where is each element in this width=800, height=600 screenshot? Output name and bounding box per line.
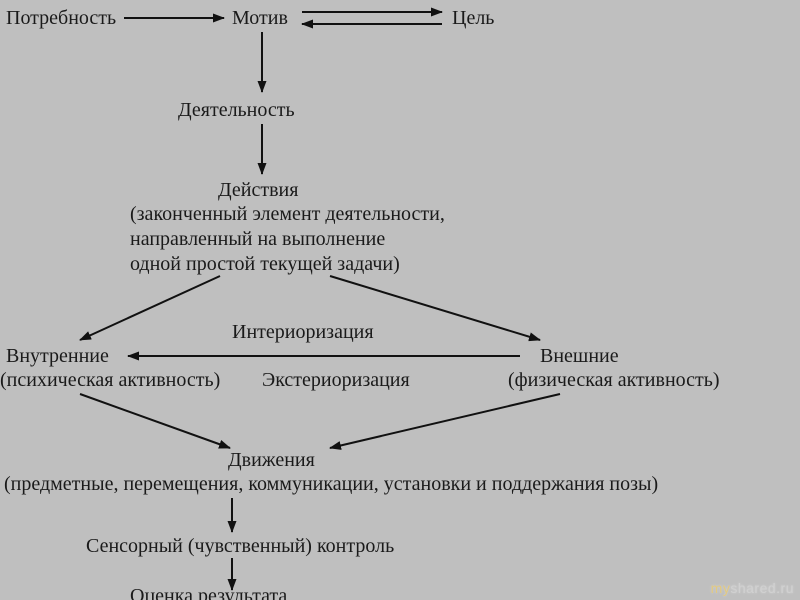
- node-interiorization: Интериоризация: [232, 320, 374, 345]
- node-internal-title: Внутренние: [6, 344, 109, 369]
- node-external-desc: (физическая активность): [508, 368, 720, 393]
- edge-actions-to-internal: [80, 276, 220, 340]
- node-exteriorization: Экстериоризация: [262, 368, 410, 393]
- node-activity: Деятельность: [178, 98, 295, 123]
- node-sensory: Сенсорный (чувственный) контроль: [86, 534, 394, 559]
- edge-external-to-movements: [330, 394, 560, 448]
- node-movements-title: Движения: [228, 448, 315, 473]
- node-goal: Цель: [452, 6, 494, 31]
- node-actions-title: Действия: [218, 178, 298, 203]
- node-evaluation: Оценка результата: [130, 584, 287, 600]
- node-actions-desc: (законченный элемент деятельности, напра…: [130, 202, 445, 277]
- edges-layer: [0, 0, 800, 600]
- node-internal-desc: (психическая активность): [0, 368, 220, 393]
- node-movements-desc: (предметные, перемещения, коммуникации, …: [4, 472, 658, 497]
- watermark: myshared.ru: [711, 580, 794, 596]
- node-motive: Мотив: [232, 6, 288, 31]
- node-external-title: Внешние: [540, 344, 619, 369]
- watermark-prefix: my: [711, 580, 731, 596]
- watermark-suffix: shared.ru: [730, 580, 794, 596]
- node-need: Потребность: [6, 6, 116, 31]
- edge-internal-to-movements: [80, 394, 230, 448]
